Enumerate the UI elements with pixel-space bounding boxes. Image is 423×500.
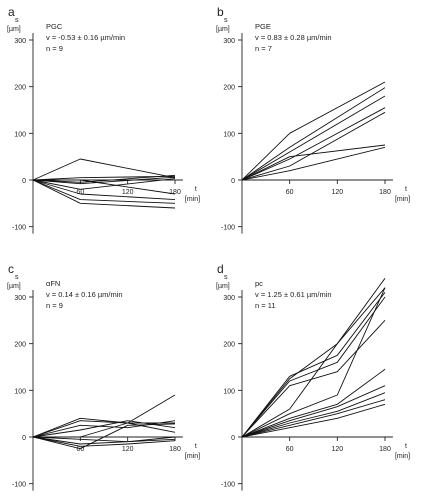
panel-c-y-tick-label: 200 xyxy=(14,342,26,349)
panel-d-y-tick-label: 200 xyxy=(223,342,235,349)
panel-b-x-axis-label: t [min] xyxy=(395,186,410,203)
panel-a-x-tick-label: 180 xyxy=(169,189,181,196)
panel-b-y-tick-label: -100 xyxy=(221,225,235,232)
panel-d-series-line xyxy=(241,392,386,438)
panel-b-x-tick-label: 180 xyxy=(379,189,391,196)
panel-a-y-axis-label: s [µm] xyxy=(7,17,21,33)
panel-b-x-tick-label: 120 xyxy=(331,189,343,196)
panel-d-series-line xyxy=(241,319,386,438)
panel-a-y-tick-label: 200 xyxy=(14,85,26,92)
panel-d-series-line xyxy=(241,368,386,438)
panel-b-info-line: v = 0.83 ± 0.28 µm/min xyxy=(255,33,332,42)
panel-c-info-line: v = 0.14 ± 0.16 µm/min xyxy=(46,290,123,299)
panel-c-series-line xyxy=(32,436,176,443)
panel-d-series-line xyxy=(241,403,386,438)
panel-c-info-line: αFN xyxy=(46,279,60,288)
panel-c-x-tick-label: 60 xyxy=(76,446,84,453)
panel-a-x-tick-label: 60 xyxy=(76,189,84,196)
panel-d-x-tick-label: 120 xyxy=(331,446,343,453)
panel-c-series-line xyxy=(32,436,176,445)
panel-a-x-axis-label: t [min] xyxy=(185,186,200,203)
panel-c-y-tick-label: 300 xyxy=(14,295,26,302)
panel-b-series-line xyxy=(241,111,386,181)
panel-a-series-line xyxy=(32,178,176,190)
panel-c-series-line xyxy=(32,394,176,438)
panel-c-series-line xyxy=(32,423,176,450)
panel-d-series-line xyxy=(241,287,386,438)
panel-c-letter: c xyxy=(8,262,14,276)
panel-b-y-tick-label: 100 xyxy=(223,131,235,138)
panel-d-y-tick-label: 0 xyxy=(231,435,235,442)
panel-d-y-tick-label: 100 xyxy=(223,388,235,395)
panel-c-series-line xyxy=(33,422,176,438)
panel-b-series-line xyxy=(241,146,386,181)
panel-a-series-line xyxy=(32,179,176,209)
panel-d-series-line xyxy=(241,385,386,438)
panel-d-x-tick-label: 180 xyxy=(379,446,391,453)
panel-d-series-line xyxy=(241,287,386,438)
panel-a-info-line: PGC xyxy=(46,22,63,31)
panel-c-info-line: n = 9 xyxy=(46,301,63,310)
panel-d-series-line xyxy=(241,278,386,438)
panel-c-y-tick-label: 0 xyxy=(22,435,26,442)
panel-d-y-axis-label: s [µm] xyxy=(216,274,230,290)
panel-b-y-axis-label: s [µm] xyxy=(216,17,230,33)
panel-a-info-line: v = -0.53 ± 0.16 µm/min xyxy=(46,33,125,42)
panel-b-y-tick-label: 300 xyxy=(223,38,235,45)
panel-a-series-line xyxy=(32,175,176,181)
panel-a-series-line xyxy=(32,179,176,204)
panel-c-series-line xyxy=(32,436,176,447)
panel-d-info-line: v = 1.25 ± 0.61 µm/min xyxy=(255,290,332,299)
panel-c-x-axis-label: t [min] xyxy=(185,443,200,460)
panel-d-series-line xyxy=(241,399,386,438)
panel-b-x-tick-label: 60 xyxy=(286,189,294,196)
panel-b-series-line xyxy=(241,95,386,181)
panel-a-series-line xyxy=(33,179,176,195)
panel-d-y-tick-label: 300 xyxy=(223,295,235,302)
panel-d-letter: d xyxy=(217,262,224,276)
panel-a-letter: a xyxy=(8,5,15,19)
panel-c-y-axis-label: s [µm] xyxy=(7,274,21,290)
panel-c-y-tick-label: 100 xyxy=(14,388,26,395)
panel-c-series-line xyxy=(32,417,175,438)
panel-c-x-tick-label: 120 xyxy=(122,446,134,453)
panel-b-letter: b xyxy=(217,5,224,19)
panel-a-info-line: n = 9 xyxy=(46,44,63,53)
panel-b-y-tick-label: 200 xyxy=(223,85,235,92)
panel-a-series-line xyxy=(32,176,176,185)
panel-b-info-line: PGE xyxy=(255,22,271,31)
panel-a-y-tick-label: -100 xyxy=(12,225,26,232)
panel-a-y-tick-label: 0 xyxy=(22,178,26,185)
panel-b-series-line xyxy=(241,107,386,181)
panel-d-info-line: n = 11 xyxy=(255,301,276,310)
panel-b-series-line xyxy=(241,81,386,181)
panel-b-info-line: n = 7 xyxy=(255,44,272,53)
panel-b-series-line xyxy=(241,144,386,181)
panel-d-info-line: pc xyxy=(255,279,263,288)
panel-c-y-tick-label: -100 xyxy=(12,482,26,489)
panel-a-series-line xyxy=(32,158,176,181)
panel-d-series-line xyxy=(241,292,386,438)
panel-a-series-line xyxy=(32,174,176,183)
panel-a-y-tick-label: 100 xyxy=(14,131,26,138)
panel-d-series-line xyxy=(241,296,386,438)
panel-c-x-tick-label: 180 xyxy=(169,446,181,453)
panel-a-series-line xyxy=(32,179,176,201)
panel-a-y-tick-label: 300 xyxy=(14,38,26,45)
panel-b-series-line xyxy=(241,87,386,181)
panel-d-y-tick-label: -100 xyxy=(221,482,235,489)
panel-d-x-axis-label: t [min] xyxy=(395,443,410,460)
panel-a-x-tick-label: 120 xyxy=(122,189,134,196)
panel-b-y-tick-label: 0 xyxy=(231,178,235,185)
panel-d-x-tick-label: 60 xyxy=(286,446,294,453)
